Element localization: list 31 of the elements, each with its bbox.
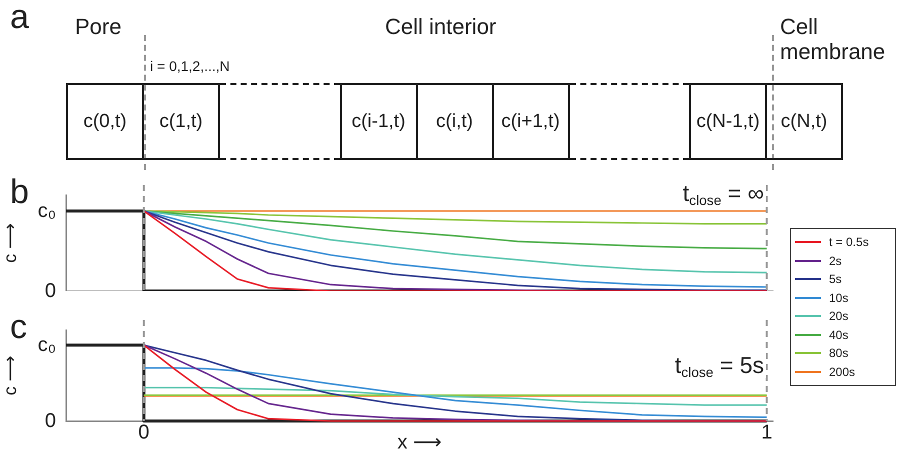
text: a — [10, 0, 29, 36]
category-label: c(1,t) — [142, 83, 220, 160]
text: i = 0,1,2,...,N — [150, 58, 230, 74]
text: c₀ — [36, 199, 57, 224]
legend-label: 2s — [829, 254, 842, 268]
y-axis-title: c ⟶ — [0, 356, 20, 396]
category-label: c(i+1,t) — [492, 83, 570, 160]
text: 0 — [44, 279, 57, 304]
text: Pore — [75, 14, 122, 40]
text: t$_{close}$ = ∞ — [680, 180, 766, 208]
x-axis-title: x ⟶ — [397, 432, 442, 454]
category-label: c(i-1,t) — [340, 83, 418, 160]
text: Cell interior — [385, 14, 496, 40]
legend-label: 80s — [829, 346, 848, 360]
legend-label: 40s — [829, 328, 848, 342]
y-axis-title: c ⟶ — [0, 223, 20, 263]
legend-label: 200s — [829, 364, 856, 379]
category-label: c(i,t) — [416, 83, 494, 160]
category-label: c(0,t) — [66, 83, 144, 160]
legend-label: 20s — [829, 309, 848, 324]
text: c₀ — [36, 333, 57, 358]
chart-title: c — [10, 308, 27, 346]
category-label: c(N-1,t) — [689, 83, 767, 160]
x-tick-label: 1 — [761, 422, 772, 444]
legend-label: 10s — [829, 290, 848, 305]
legend-label: 5s — [829, 272, 842, 286]
chart-title: b — [10, 173, 29, 211]
legend-label: t = 0.5s — [829, 235, 869, 250]
text: Cell membrane — [780, 14, 886, 65]
annotation: t$_{close}$ = 5s — [672, 352, 766, 380]
category-label: c(N,t) — [765, 83, 843, 160]
